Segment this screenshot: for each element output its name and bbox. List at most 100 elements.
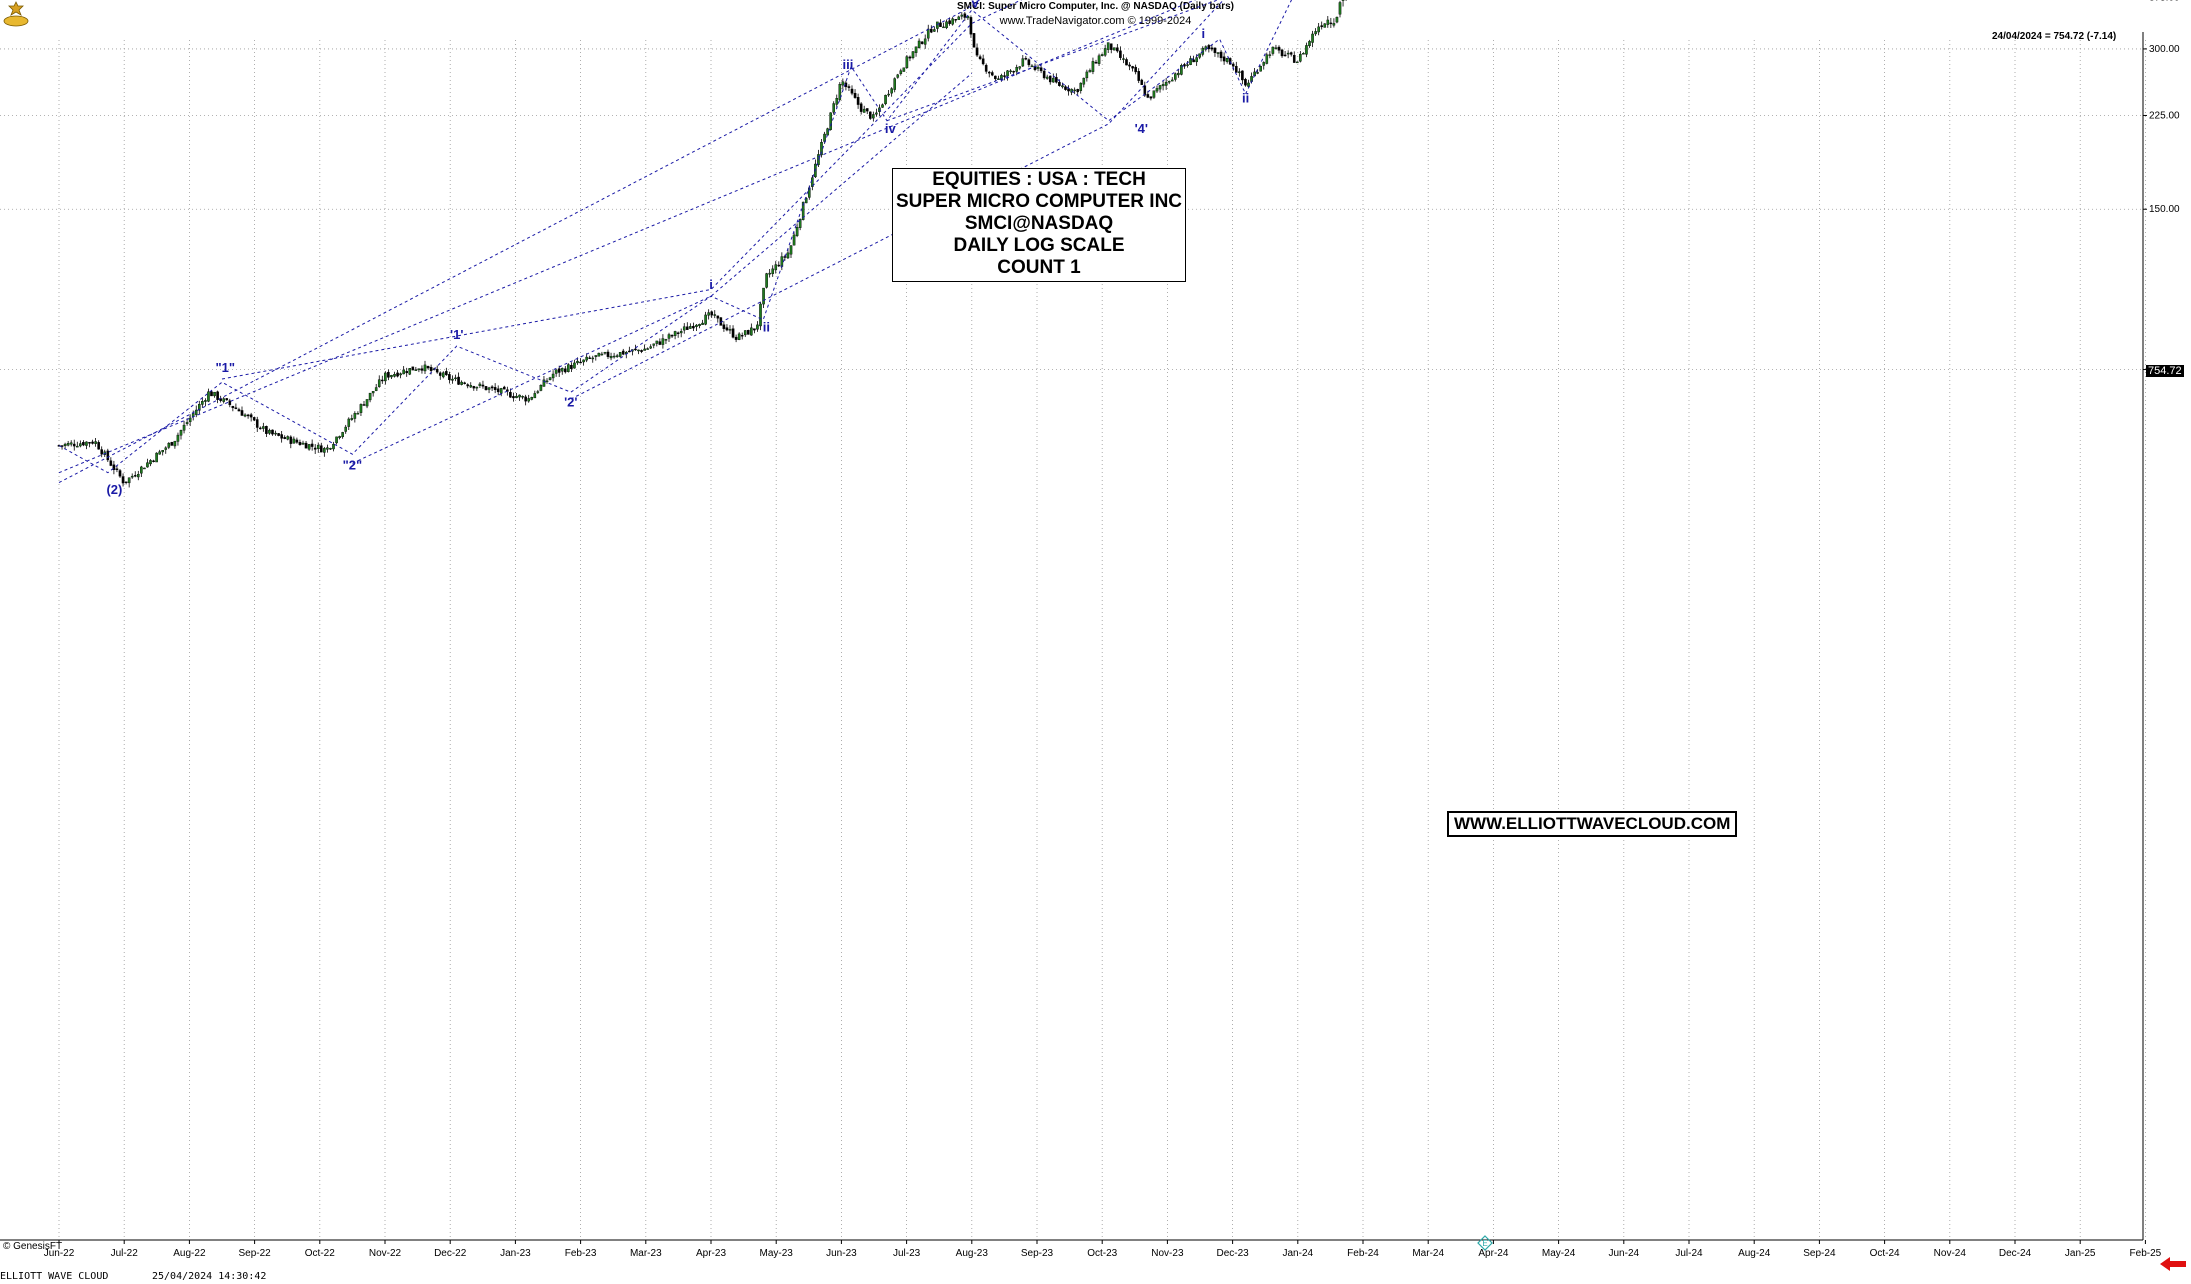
price-bar xyxy=(682,323,686,334)
price-bar xyxy=(75,441,79,448)
price-bar xyxy=(768,269,771,278)
price-bar xyxy=(149,459,152,467)
price-bar xyxy=(585,353,588,363)
price-bar xyxy=(887,90,890,97)
price-bar xyxy=(1161,80,1165,91)
price-bar xyxy=(853,89,857,99)
price-bar xyxy=(204,398,207,407)
price-bar xyxy=(1210,44,1214,52)
price-bar xyxy=(725,324,729,332)
price-bar xyxy=(731,325,735,339)
price-bar xyxy=(97,440,100,450)
price-bar xyxy=(1198,53,1201,60)
price-bar xyxy=(1024,56,1028,61)
price-bar xyxy=(512,392,515,402)
price-bar xyxy=(1027,58,1031,68)
price-bar xyxy=(460,380,463,386)
price-bar xyxy=(515,393,518,399)
price-bar xyxy=(872,111,875,122)
price-bar xyxy=(295,437,299,444)
price-bar xyxy=(182,420,186,434)
wave-label: '1' xyxy=(450,327,463,342)
x-tick-label: Aug-24 xyxy=(1738,1248,1771,1259)
price-bar xyxy=(402,366,405,375)
title-line-symbol: SMCI@NASDAQ xyxy=(964,213,1114,234)
price-bar xyxy=(176,432,180,446)
x-tick-label: Dec-22 xyxy=(434,1248,467,1259)
price-bar xyxy=(130,473,134,479)
price-bar xyxy=(750,323,753,336)
wave-label: '2' xyxy=(564,395,577,410)
price-bar xyxy=(893,77,896,93)
price-bar xyxy=(1299,51,1302,63)
price-bar xyxy=(679,328,683,338)
price-bar xyxy=(207,388,210,403)
price-bar xyxy=(243,413,247,418)
price-bar xyxy=(1036,64,1040,72)
price-bar xyxy=(1177,69,1180,78)
price-bar xyxy=(1345,0,1347,1)
price-bar xyxy=(448,371,451,384)
price-bar xyxy=(155,452,158,463)
price-bar xyxy=(289,435,293,449)
website-label: WWW.ELLIOTTWAVECLOUD.COM xyxy=(1447,811,1738,837)
price-bar xyxy=(365,399,369,409)
scroll-right-arrow-icon[interactable] xyxy=(2158,1256,2188,1272)
price-bar xyxy=(201,397,204,408)
price-bar xyxy=(747,329,750,335)
price-bar xyxy=(1320,21,1323,30)
title-line-company: SUPER MICRO COMPUTER INC xyxy=(895,191,1183,212)
price-bar xyxy=(698,323,701,329)
price-bar xyxy=(533,390,537,399)
x-tick-label: Jun-23 xyxy=(826,1248,857,1259)
price-bar xyxy=(469,382,473,388)
x-tick-label: May-24 xyxy=(1542,1248,1576,1259)
price-bar xyxy=(844,80,848,91)
price-bar xyxy=(722,321,726,332)
genesis-logo-icon xyxy=(3,1,29,27)
price-bar xyxy=(307,444,311,451)
x-tick-label: Aug-23 xyxy=(956,1248,989,1259)
x-tick-label: Jul-22 xyxy=(111,1248,139,1259)
price-bar xyxy=(1323,23,1327,28)
price-bar xyxy=(1317,23,1320,36)
price-bar xyxy=(420,365,424,374)
x-tick-label: Jul-24 xyxy=(1675,1248,1703,1259)
price-bar xyxy=(381,375,384,384)
price-bar xyxy=(1173,72,1177,82)
price-bar xyxy=(536,389,540,395)
price-bar xyxy=(917,38,921,49)
price-bar xyxy=(252,416,256,422)
price-bar xyxy=(905,54,909,69)
x-tick-label: Feb-24 xyxy=(1347,1248,1379,1259)
price-bar xyxy=(277,433,280,437)
price-bar xyxy=(121,473,125,487)
price-bar xyxy=(490,385,494,392)
price-bar xyxy=(332,441,335,452)
price-bar xyxy=(457,372,460,385)
price-bar xyxy=(466,383,470,389)
price-bar xyxy=(652,343,656,349)
price-bar xyxy=(899,68,903,76)
price-bar xyxy=(1265,52,1269,65)
price-bar xyxy=(179,429,183,440)
x-tick-label: Oct-23 xyxy=(1087,1248,1117,1259)
x-tick-label: Sep-22 xyxy=(238,1248,271,1259)
price-bar xyxy=(1122,54,1125,64)
svg-text:E: E xyxy=(1482,1239,1487,1248)
price-bar xyxy=(1103,44,1107,57)
price-bar xyxy=(390,374,393,380)
price-bar xyxy=(323,446,326,457)
price-bar xyxy=(588,355,591,359)
price-bar xyxy=(981,54,985,66)
price-bar xyxy=(862,105,866,113)
price-bar xyxy=(1241,70,1244,85)
price-bar xyxy=(551,370,555,382)
price-bar xyxy=(701,319,704,325)
wave-line xyxy=(58,0,981,484)
wave-line xyxy=(221,0,1023,380)
price-bar xyxy=(667,332,671,343)
price-bar xyxy=(82,440,85,447)
price-bar xyxy=(1094,59,1098,64)
price-bar xyxy=(1003,71,1006,81)
